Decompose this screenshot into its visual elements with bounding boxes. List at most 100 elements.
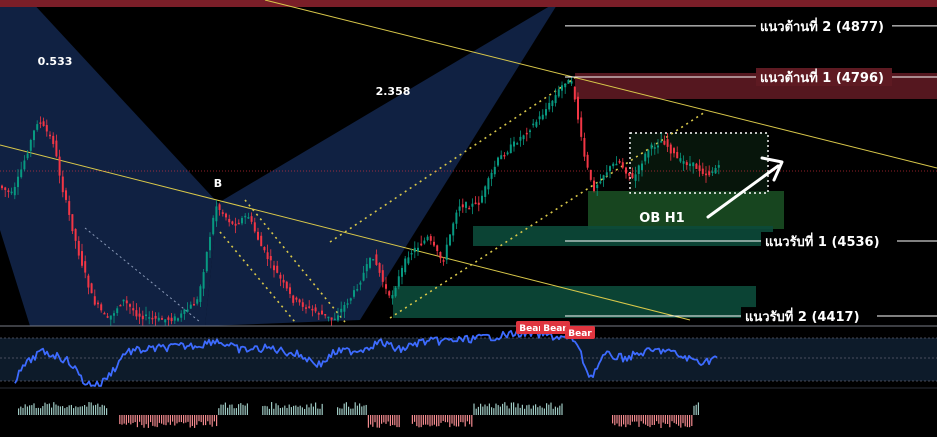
candle-body [45, 125, 48, 132]
candle-body [532, 123, 535, 126]
candle-body [426, 236, 429, 241]
histogram-bar [165, 415, 167, 426]
candle-body [698, 165, 701, 172]
candle-body [151, 317, 154, 320]
candle-body [1, 185, 3, 189]
histogram-bar [139, 415, 141, 422]
histogram-bar [31, 405, 33, 415]
candle-body [132, 308, 135, 311]
candle-body [589, 169, 592, 180]
histogram-bar [176, 415, 178, 424]
histogram-bar [282, 407, 284, 415]
histogram-bar [81, 406, 83, 415]
candle-body [74, 228, 77, 241]
histogram-bar [651, 415, 653, 426]
candle-body [327, 316, 330, 319]
candle-body [583, 138, 586, 157]
histogram-bar [66, 407, 68, 415]
histogram-bar [431, 415, 433, 426]
candle-body [647, 150, 650, 158]
histogram-bar [513, 402, 515, 415]
momentum-histogram [18, 402, 699, 428]
candle-body [199, 286, 202, 302]
candle-body [388, 291, 391, 296]
histogram-bar [73, 408, 75, 415]
candle-body [433, 241, 435, 246]
candle-body [618, 160, 621, 163]
candle-body [209, 236, 211, 251]
histogram-bar [44, 402, 46, 415]
candle-body [442, 260, 445, 262]
histogram-bar [429, 415, 431, 427]
histogram-bar [618, 415, 620, 427]
candle-body [189, 304, 192, 309]
histogram-bar [367, 415, 369, 428]
candle-body [509, 144, 512, 154]
histogram-bar [299, 405, 301, 415]
candle-body [644, 153, 647, 162]
candle-body [202, 272, 205, 289]
channel-dotted-down-b [244, 199, 346, 323]
candle-body [343, 304, 346, 312]
trendline-descending-upper [264, 0, 937, 169]
histogram-bar [207, 415, 209, 422]
candle-body [180, 313, 183, 318]
bear-badge-1: Bear [516, 321, 546, 334]
candle-body [148, 317, 151, 319]
candle-body [637, 165, 640, 174]
histogram-bar [40, 408, 42, 415]
histogram-bar [213, 415, 215, 422]
candle-body [609, 166, 611, 172]
candle-body [513, 141, 515, 147]
histogram-bar [469, 415, 471, 425]
histogram-bar [378, 415, 380, 428]
histogram-bar [152, 415, 154, 426]
histogram-bar [286, 407, 288, 415]
histogram-bar [187, 415, 189, 422]
candle-body [410, 252, 413, 255]
candle-body [369, 257, 371, 268]
histogram-bar [442, 415, 444, 422]
histogram-bar [528, 404, 530, 415]
histogram-bar [68, 405, 70, 415]
histogram-bar [374, 415, 376, 423]
histogram-bar [642, 415, 644, 424]
candle-body [695, 163, 698, 169]
histogram-bar [497, 405, 499, 415]
histogram-bar [667, 415, 669, 424]
candle-body [52, 135, 55, 145]
histogram-bar [433, 415, 435, 425]
histogram-bar [473, 403, 475, 415]
histogram-bar [370, 415, 372, 425]
candle-body [551, 100, 554, 107]
histogram-bar [277, 405, 279, 415]
histogram-bar [235, 408, 237, 415]
histogram-bar [420, 415, 422, 428]
histogram-bar [656, 415, 658, 422]
histogram-bar [675, 415, 677, 425]
histogram-bar [130, 415, 132, 425]
histogram-bar [70, 404, 72, 415]
candle-body [234, 223, 237, 226]
candle-body [241, 217, 243, 224]
candle-body [413, 247, 416, 253]
histogram-bar [37, 407, 39, 415]
candle-body [289, 287, 291, 294]
rsi-band [0, 338, 937, 381]
histogram-bar [156, 415, 158, 428]
candle-body [285, 281, 288, 289]
candle-body [397, 276, 400, 287]
support-zone-1 [473, 226, 773, 246]
histogram-bar [266, 406, 268, 415]
candle-body [650, 144, 653, 149]
support-zone-2 [393, 286, 756, 318]
histogram-bar [653, 415, 655, 425]
candle-body [525, 132, 528, 135]
histogram-bar [185, 415, 187, 423]
candle-body [276, 265, 279, 273]
candle-body [247, 217, 250, 219]
histogram-bar [345, 402, 347, 415]
histogram-bar [310, 403, 312, 415]
candle-body [570, 81, 573, 84]
candle-body [359, 282, 362, 285]
